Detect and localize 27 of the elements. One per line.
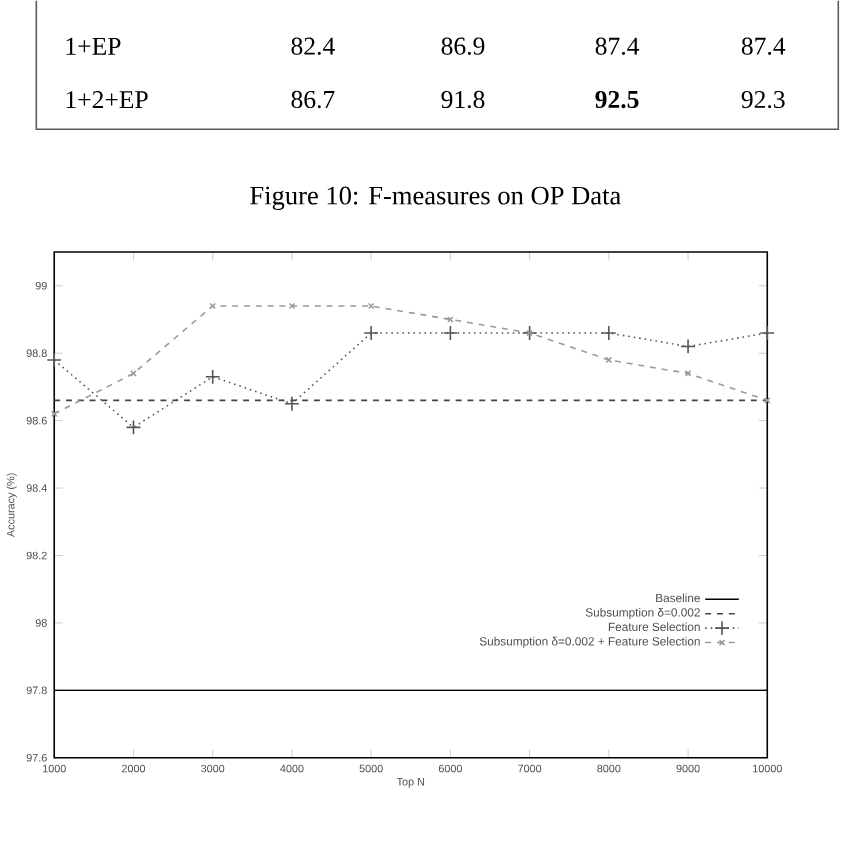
point xyxy=(521,325,538,341)
point xyxy=(363,325,379,341)
point xyxy=(125,419,142,436)
point xyxy=(442,325,459,341)
text: 1+2+EP xyxy=(66,91,148,108)
text: 86.9 xyxy=(441,37,485,55)
text: 91.8 xyxy=(441,90,485,109)
point xyxy=(284,396,300,412)
point xyxy=(447,316,454,323)
text: 82.4 xyxy=(291,37,335,55)
point xyxy=(130,370,137,377)
text: 87.4 xyxy=(595,37,640,55)
point xyxy=(50,410,58,418)
point xyxy=(763,397,771,404)
point xyxy=(680,338,696,355)
text: 92.5 xyxy=(595,90,639,109)
text: 87.4 xyxy=(741,37,786,55)
text: 92.3 xyxy=(741,90,785,109)
point xyxy=(288,302,296,310)
point xyxy=(204,369,221,385)
caption: Figure 10: F-measures on OP Data xyxy=(250,186,621,210)
point xyxy=(601,325,617,341)
point xyxy=(605,356,613,364)
text: 86.7 xyxy=(291,90,335,109)
text: 1+EP xyxy=(66,37,121,55)
point xyxy=(759,325,775,341)
point xyxy=(46,352,62,368)
